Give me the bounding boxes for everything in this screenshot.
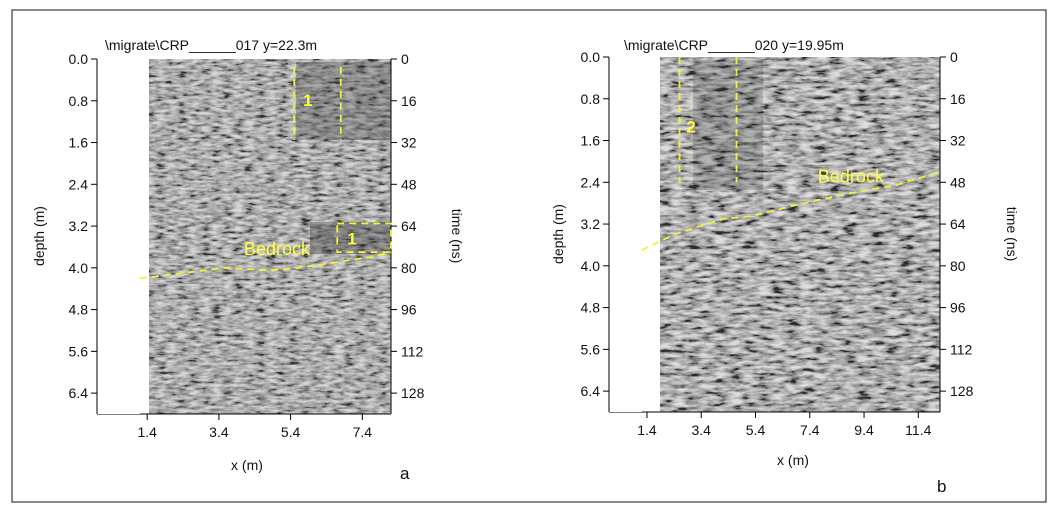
y-tick-label: 4.0 [69,260,89,276]
y2-tick-label: 64 [950,216,966,232]
y2-axis-title: time (ns) [1004,207,1020,261]
panel-a: \migrate\CRP______017 y=22.3m 1.4 3.4 5.4 7… [31,37,465,483]
y-tick-label: 3.2 [581,216,601,232]
x-axis-title: x (m) [777,452,809,468]
y2-tick-label: 0 [401,51,409,67]
radargram-tone [149,59,391,414]
y-tick-label: 4.8 [581,300,601,316]
bedrock-line [139,251,392,280]
y-tick-label: 0.8 [581,91,601,107]
anomaly-label: 1 [347,229,356,248]
y2-tick-label: 128 [950,383,974,399]
y2-tick-label: 112 [401,343,424,359]
y2-tick-label: 48 [950,174,966,190]
anomaly-label: 1 [303,91,312,110]
y-tick-label: 0.0 [581,49,601,65]
y-tick-label: 2.4 [69,176,89,192]
y2-tick-label: 96 [401,302,417,318]
y2-tick-label: 32 [950,133,966,149]
y-axis-title: depth (m) [31,206,47,266]
y2-tick-label: 16 [950,91,966,107]
x-axis-title: x (m) [231,457,263,473]
strong-reflections [296,62,391,254]
x-tick-label: 11.4 [905,422,931,438]
y2-tick-label: 0 [950,49,958,65]
y-tick-label: 6.4 [69,385,89,401]
no-data-region [97,59,141,414]
tick-group: 1.4 3.4 5.4 7.4 0.0 0.8 1.6 2.4 3.2 4.0 4.8 5.6 6.4 0… [69,51,425,440]
bedrock-label: Bedrock [818,166,885,186]
panel-b: \migrate\CRP______020 y=19.95m 1.4 3.4 5.4… [550,37,1020,496]
x-tick-label: 5.4 [281,424,301,440]
x-tick-label: 3.4 [692,422,712,438]
y-tick-label: 4.0 [581,258,601,274]
x-tick-label: 7.4 [800,422,820,438]
y-tick-label: 3.2 [69,218,89,234]
x-tick-label: 1.4 [637,422,657,438]
y2-tick-label: 16 [401,93,417,109]
y-tick-label: 0.8 [69,93,89,109]
y-tick-label: 4.8 [69,302,89,318]
y-tick-label: 5.6 [581,341,601,357]
y-tick-label: 6.4 [581,383,601,399]
overlay-group: Bedrock 2 [641,57,941,252]
y2-tick-label: 48 [401,176,417,192]
x-tick-label: 7.4 [353,424,373,440]
y2-tick-label: 80 [401,260,417,276]
strong-reflections [693,60,763,190]
y-tick-label: 5.6 [69,343,89,359]
panel-title: \migrate\CRP______020 y=19.95m [624,37,844,53]
bedrock-line [641,171,941,252]
panel-letter: b [937,477,946,496]
y-tick-label: 0.0 [69,51,89,67]
anomaly-box [336,222,392,254]
tick-group: 1.4 3.4 5.4 7.4 9.4 11.4 0.0 0.8 1.6 2.4 3.2 4.0 4.8… [581,49,974,438]
y-tick-label: 1.6 [69,135,89,151]
y-tick-label: 1.6 [581,133,601,149]
bedrock-label: Bedrock [244,239,311,259]
radargram-background [660,57,940,412]
y2-tick-label: 96 [950,300,966,316]
no-data-region [609,57,642,412]
y2-tick-label: 128 [401,385,425,401]
y2-tick-label: 112 [950,341,973,357]
panel-letter: a [400,464,410,483]
y2-tick-label: 80 [950,258,966,274]
x-tick-label: 1.4 [137,424,157,440]
radargram-tone [660,57,940,412]
x-tick-label: 3.4 [209,424,229,440]
overlay-group: Bedrock 1 1 [139,66,392,280]
x-tick-label: 9.4 [854,422,874,438]
x-tick-label: 5.4 [746,422,766,438]
y-axis-title: depth (m) [550,204,566,264]
y2-tick-label: 64 [401,218,417,234]
anomaly-label: 2 [686,118,695,137]
y2-axis-title: time (ns) [449,209,465,263]
panel-title: \migrate\CRP______017 y=22.3m [105,37,317,53]
y-tick-label: 2.4 [581,174,601,190]
radargram-background [149,59,391,414]
y2-tick-label: 32 [401,135,417,151]
